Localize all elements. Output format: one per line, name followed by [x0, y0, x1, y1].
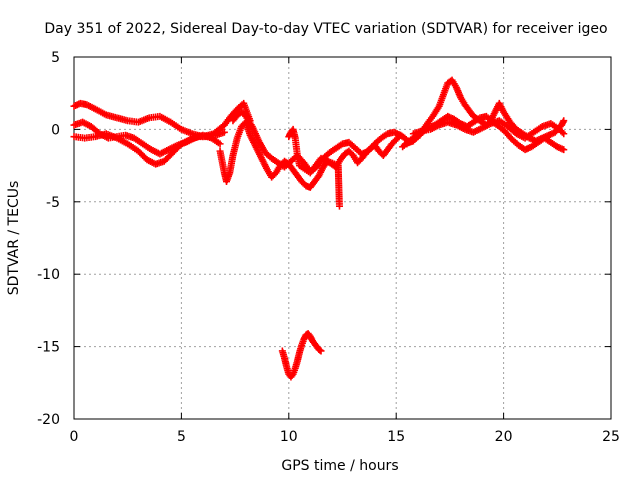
- data-point: [220, 128, 228, 136]
- y-tick-label: 5: [51, 50, 60, 66]
- y-tick-label: -5: [46, 195, 60, 211]
- y-tick-label: -15: [37, 340, 60, 356]
- series-track-h: [399, 112, 568, 154]
- x-tick-label: 10: [280, 429, 298, 445]
- chart-title: Day 351 of 2022, Sidereal Day-to-day VTE…: [44, 21, 607, 37]
- plot-frame: [73, 56, 612, 420]
- data-point: [317, 347, 325, 355]
- x-tick-label: 0: [70, 429, 79, 445]
- data-point: [216, 140, 224, 148]
- grid-lines: [74, 57, 611, 419]
- y-tick-label: -20: [37, 412, 60, 428]
- data-point: [335, 202, 343, 210]
- y-tick-label: -10: [37, 267, 60, 283]
- series-track-j: [278, 330, 325, 381]
- x-tick-labels: 0 5 10 15 20 25: [70, 429, 620, 445]
- y-tick-label: 0: [51, 122, 60, 138]
- series-track-i: [409, 117, 568, 142]
- x-axis-label: GPS time / hours: [281, 458, 398, 474]
- x-tick-label: 25: [602, 429, 620, 445]
- y-tick-labels: -20 -15 -10 -5 0 5: [37, 50, 60, 428]
- x-tick-label: 20: [495, 429, 513, 445]
- data-point: [560, 130, 568, 138]
- x-tick-label: 5: [177, 429, 186, 445]
- data-point: [558, 128, 566, 136]
- x-tick-label: 15: [387, 429, 405, 445]
- series-track-c: [70, 128, 228, 168]
- data-point: [560, 117, 568, 125]
- y-axis-label: SDTVAR / TECUs: [6, 181, 22, 296]
- data-point: [560, 146, 568, 154]
- data-points: [70, 76, 568, 381]
- data-point: [396, 131, 404, 139]
- axis-ticks: [73, 56, 612, 420]
- series-track-f: [285, 125, 343, 210]
